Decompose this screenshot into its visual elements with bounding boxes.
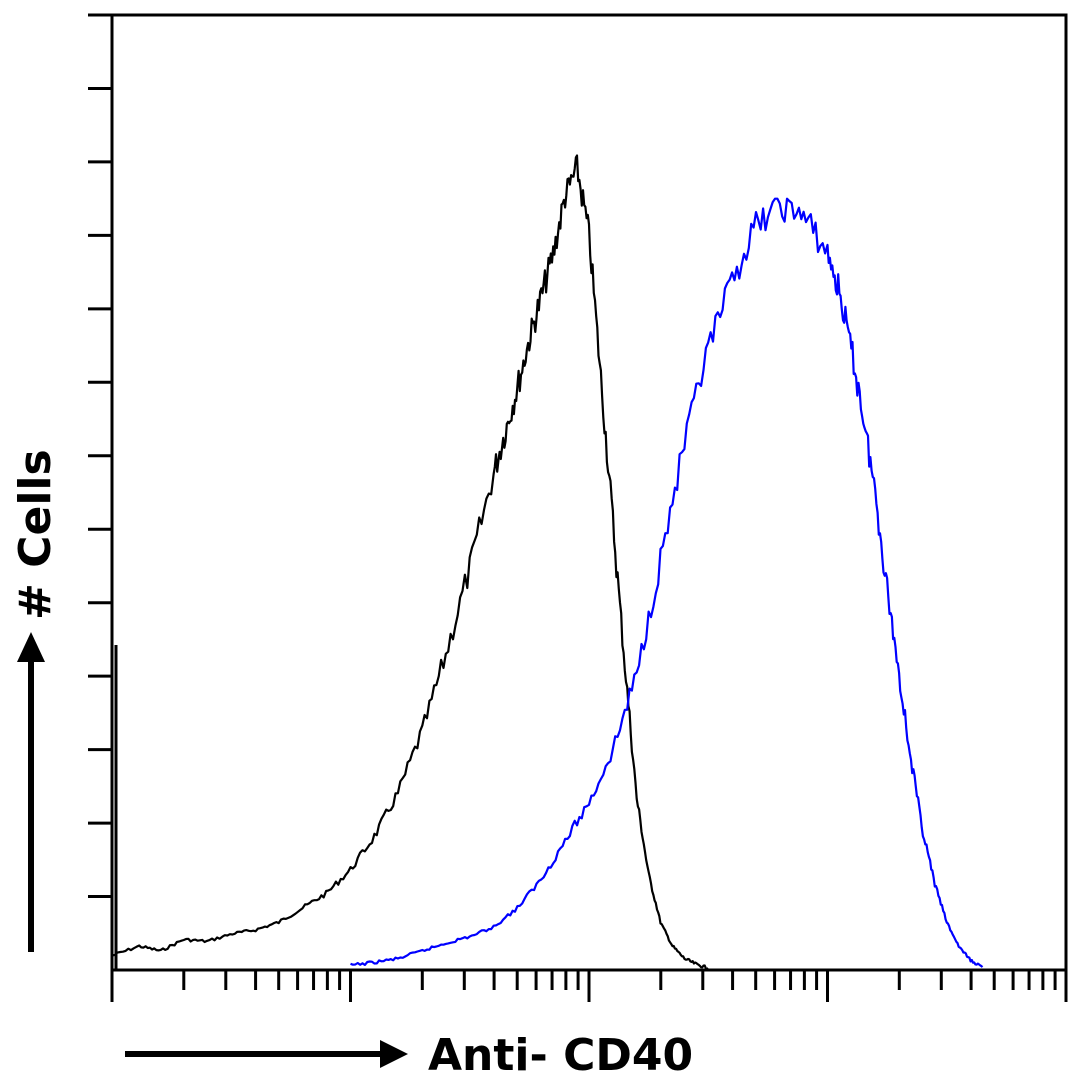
y-axis-ticks xyxy=(88,13,112,899)
series-line-2 xyxy=(350,197,984,968)
x-axis-label: Anti- CD40 xyxy=(428,1030,693,1076)
plot-frame xyxy=(110,13,1068,972)
y-axis-label: # Cells xyxy=(10,449,61,620)
y-axis-arrow xyxy=(17,632,45,952)
series-layer xyxy=(111,154,984,971)
x-axis-ticks xyxy=(110,970,1068,1002)
series-line-1 xyxy=(111,154,709,971)
x-axis-arrow xyxy=(125,1040,408,1068)
plot-border xyxy=(110,13,1068,972)
